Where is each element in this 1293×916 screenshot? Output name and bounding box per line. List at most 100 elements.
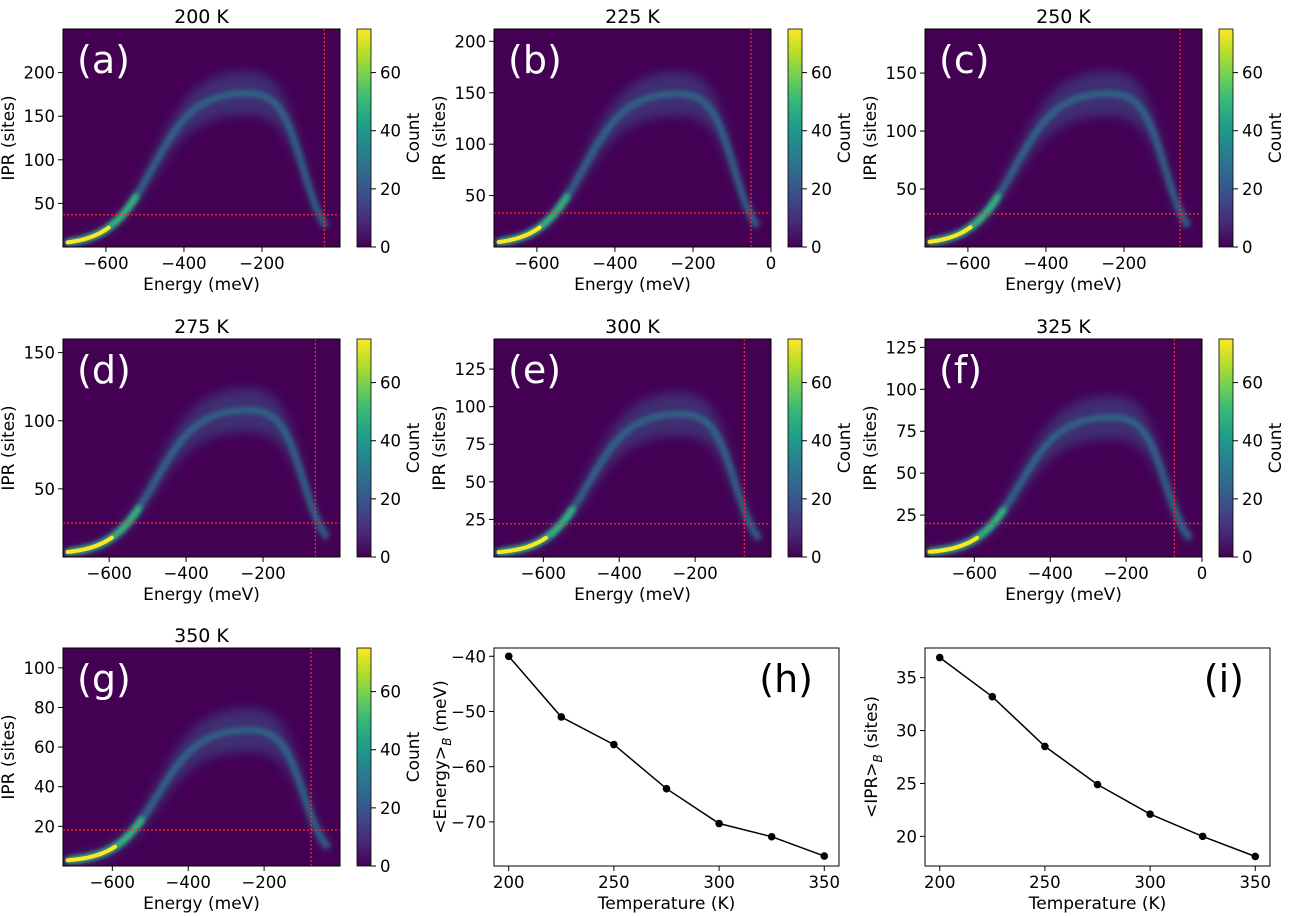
y-tick-label: 100 [455,398,487,417]
y-axis-label: <IPR>B (sites) [862,696,885,818]
x-tick-label: 300 [1134,873,1166,892]
density-band [926,71,1192,246]
y-axis-label-main: <Energy> [431,746,451,834]
colorbar-tick-label: 60 [380,374,401,393]
x-tick-label: 250 [598,873,630,892]
panel-title: 350 K [174,625,229,647]
x-axis-label: Energy (meV) [1005,275,1122,295]
panel-title: 225 K [605,6,660,28]
x-axis-label: Energy (meV) [143,894,260,914]
x-tick-label: −200 [672,564,717,583]
panel-label: (c) [939,38,990,82]
x-tick-label: −200 [240,564,285,583]
colorbar-tick-label: 60 [811,64,832,83]
y-tick-label: 150 [24,107,56,126]
x-tick-label: −400 [1023,254,1068,273]
y-tick-label: 125 [886,338,918,357]
panel-d: −600 −400 −200 50 100 150 275 K Energy (meV) IPR… [0,316,424,605]
panel-label: (f) [939,348,982,392]
y-tick-label: 100 [24,412,56,431]
x-tick-label: −600 [90,873,135,892]
colorbar-tick-label: 40 [1242,122,1263,141]
panel-title: 300 K [605,316,660,338]
density-peak [65,535,114,554]
y-tick-label: 30 [896,722,917,741]
panel-label: (h) [759,657,813,701]
panel-label: (g) [77,657,131,701]
data-point [715,819,723,828]
x-tick-label: 0 [1197,564,1208,583]
plot-frame [924,28,1203,248]
x-tick-label: −600 [521,564,566,583]
data-point [820,852,829,860]
colorbar-tick-label: 40 [811,122,832,141]
data-point [988,692,997,701]
panel-e: −600 −400 −200 25 50 75 100 125 300 K Energy (meV… [430,316,855,605]
y-tick-label: 25 [896,774,917,793]
y-axis-label: IPR (sites) [430,95,450,180]
density-peak [927,225,973,244]
data-point [1251,852,1260,861]
colorbar-tick-label: 0 [811,548,822,567]
colorbar-tick-label: 40 [1242,432,1263,451]
panel-h: 200 250 300 350 −70 −60 −50 −40 Temperature (K) <… [431,647,840,914]
y-tick-label: 150 [455,84,487,103]
colorbar-tick-label: 20 [811,180,832,199]
colorbar-label: Count [404,112,424,163]
colorbar-tick-label: 20 [1242,490,1263,509]
colorbar-tick-label: 0 [811,238,822,257]
density-band [926,395,1193,556]
density-peak [496,535,548,555]
y-tick-label: 100 [24,151,56,170]
panel-label: (d) [77,348,131,392]
y-tick-label: 25 [465,510,486,529]
y-tick-label: 200 [24,64,56,83]
y-tick-label: 40 [34,778,55,797]
panel-f: −600 −400 −200 0 25 50 75 100 125 325 K Energy (me… [861,316,1286,605]
x-tick-label: 300 [703,873,735,892]
y-tick-label: 50 [896,180,917,199]
y-axis-label-subscript: B [871,754,885,762]
x-axis-label: Energy (meV) [1005,585,1122,605]
density-band [64,71,330,246]
data-point [935,653,944,662]
y-tick-label: 50 [896,464,917,483]
y-tick-label: 50 [465,187,486,206]
plot-frame [62,647,341,867]
density-peak [927,535,979,554]
data-point [1093,780,1102,789]
y-tick-label: 25 [896,506,917,525]
y-tick-label: 100 [24,659,56,678]
colorbar [356,647,372,867]
y-tick-label: 150 [886,64,918,83]
colorbar [356,28,372,248]
y-tick-label: 20 [896,827,917,846]
colorbar-tick-label: 20 [811,490,832,509]
panel-title: 250 K [1036,6,1091,28]
colorbar-tick-label: 0 [380,238,391,257]
y-tick-label: 50 [465,473,486,492]
panel-label: (b) [508,38,562,82]
panel-label: (a) [77,38,130,82]
y-tick-label: 75 [465,435,486,454]
colorbar-tick-label: 0 [380,857,391,876]
colorbar-tick-label: 60 [811,374,832,393]
x-tick-label: −400 [592,254,637,273]
x-tick-label: −600 [514,254,559,273]
panel-i: 200 250 300 350 20 25 30 35 Temperature (K) <IPR>… [862,647,1271,914]
x-axis-label: Energy (meV) [143,275,260,295]
colorbar-tick-label: 20 [380,799,401,818]
y-tick-label: 100 [886,380,918,399]
x-tick-label: −200 [670,254,715,273]
y-tick-label: 100 [455,135,487,154]
y-tick-label: −50 [451,702,486,721]
x-tick-label: 0 [766,254,777,273]
x-tick-label: −600 [952,564,997,583]
colorbar-tick-label: 40 [380,741,401,760]
colorbar-label: Count [835,422,855,473]
panel-label: (e) [508,348,561,392]
y-tick-label: −70 [451,813,486,832]
y-axis-label-subscript: B [440,738,454,746]
